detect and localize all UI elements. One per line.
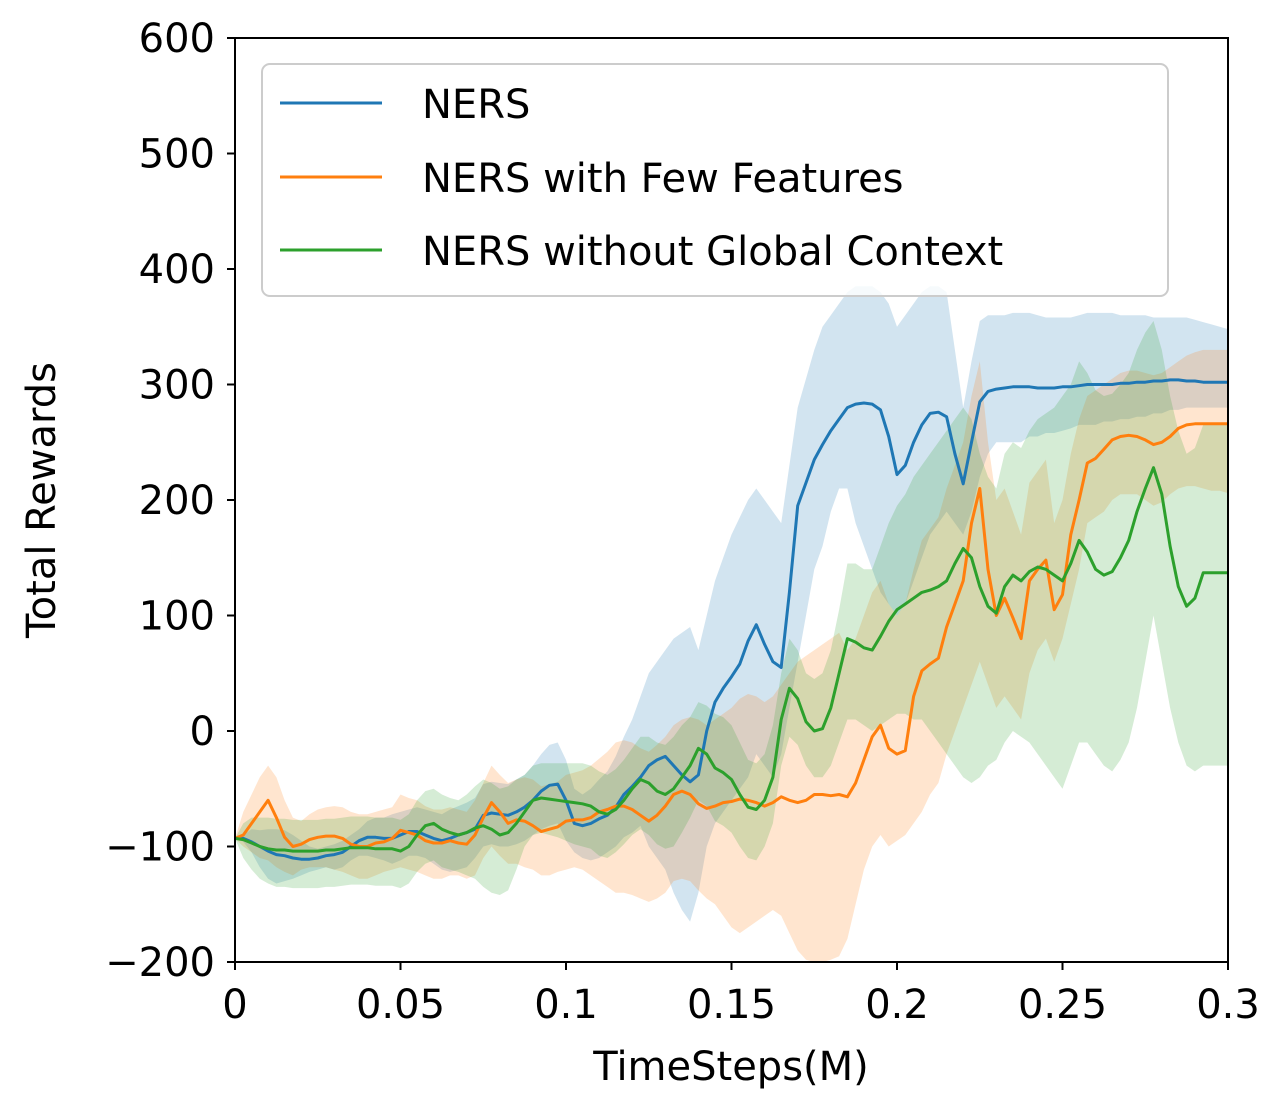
- legend-label-ners-few-features: NERS with Few Features: [422, 156, 904, 202]
- x-tick-label: 0.05: [356, 982, 445, 1028]
- y-tick-label: −200: [105, 940, 215, 986]
- y-tick-label: −100: [105, 825, 215, 871]
- line-ners-with-few-features: [234, 422, 1228, 848]
- x-tick-label: 0.15: [687, 982, 776, 1028]
- x-tick-label: 0.1: [534, 982, 598, 1028]
- y-axis: −200 −100 0 100 200 300 400 500 600: [105, 16, 235, 986]
- y-tick-label: 600: [139, 16, 215, 62]
- x-axis-title: TimeSteps(M): [592, 1044, 869, 1090]
- x-tick-label: 0.25: [1018, 982, 1107, 1028]
- legend-box: [261, 63, 1169, 297]
- legend-label-ners: NERS: [422, 82, 530, 128]
- legend-label-ners-without-global-context: NERS without Global Context: [422, 229, 1003, 275]
- x-axis: 0 0.05 0.1 0.15 0.2 0.25 0.3: [222, 962, 1260, 1028]
- y-tick-label: 500: [139, 132, 215, 178]
- y-tick-label: 0: [190, 709, 215, 755]
- legend: NERS NERS with Few Features NERS without…: [261, 63, 1169, 297]
- x-tick-label: 0.2: [865, 982, 929, 1028]
- y-axis-title: Total Rewards: [19, 362, 65, 639]
- band-ners: [235, 286, 1228, 922]
- x-tick-label: 0.3: [1196, 982, 1260, 1028]
- line-ners-without-global-context: [234, 466, 1228, 853]
- y-tick-label: 100: [139, 594, 215, 640]
- series-lines: [234, 378, 1228, 861]
- band-ners-with-few-features: [235, 349, 1228, 962]
- y-tick-label: 300: [139, 363, 215, 409]
- x-tick-label: 0: [222, 982, 247, 1028]
- band-ners-without-global-context: [235, 321, 1228, 895]
- confidence-bands: [235, 286, 1228, 962]
- line-ners: [235, 378, 1228, 861]
- y-tick-label: 200: [139, 478, 215, 524]
- y-tick-label: 400: [139, 247, 215, 293]
